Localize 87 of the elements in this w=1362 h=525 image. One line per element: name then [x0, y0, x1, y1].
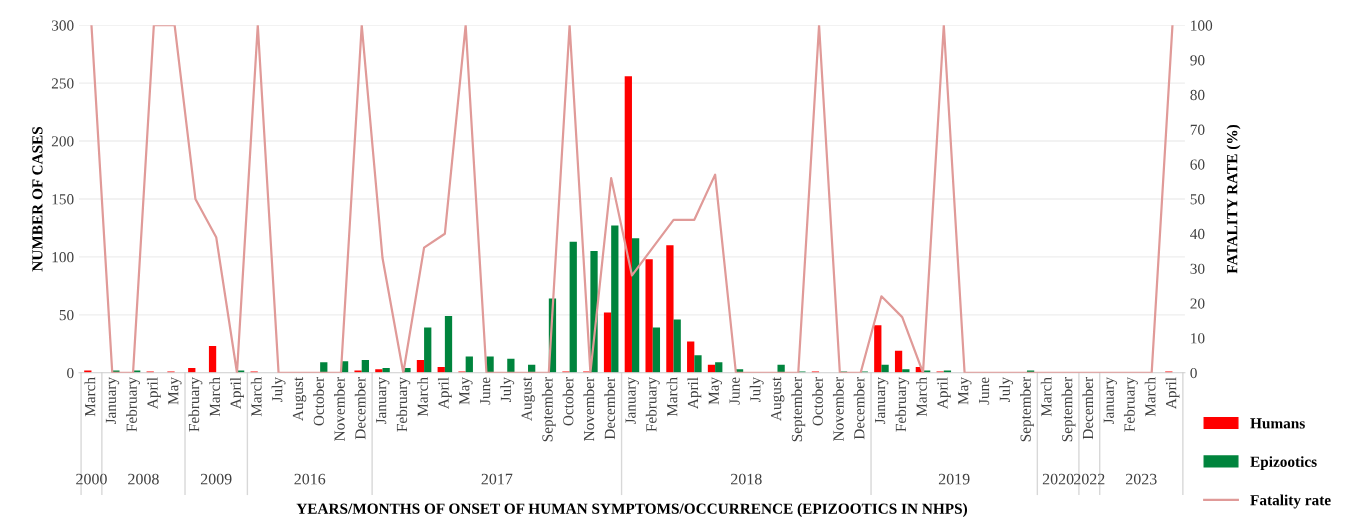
x-tick-label: August: [771, 377, 785, 421]
y-tick-label: 100: [52, 252, 74, 263]
x-tick-label: February: [645, 376, 660, 432]
x-tick-label: May: [459, 376, 473, 405]
legend-label: Humans: [1250, 418, 1305, 429]
x-tick-label: July: [271, 376, 286, 403]
y-tick-label: 0: [67, 367, 74, 379]
x-tick-label: February: [396, 376, 411, 432]
y2-tick-label: 60: [1190, 159, 1205, 170]
x-tick-label: January: [625, 376, 639, 425]
y2-tick-label: 90: [1190, 55, 1205, 66]
x-tick-label: June: [480, 377, 491, 405]
legend-label: Fatality rate: [1250, 494, 1331, 509]
y2-tick-label: 100: [1191, 20, 1213, 31]
x-tick-label: January: [105, 376, 120, 425]
x-tick-label: October: [812, 377, 823, 426]
x-tick-label: September: [1061, 377, 1076, 442]
x-tick-label: December: [604, 377, 615, 440]
x-tick-label: September: [791, 377, 806, 442]
y2-tick-label: 20: [1190, 298, 1205, 309]
x-tick-label: July: [999, 376, 1014, 403]
x-tick-label: August: [292, 377, 307, 421]
x-tick-label: April: [936, 377, 951, 410]
x-tick-label: September: [541, 377, 556, 442]
text: 2023: [1126, 473, 1157, 485]
x-tick-label: February: [126, 376, 140, 432]
y2-tick-label: 70: [1190, 124, 1205, 135]
y2-tick-label: 40: [1190, 228, 1205, 240]
y-tick-label: 300: [51, 20, 74, 31]
x-tick-label: March: [417, 377, 428, 417]
text: 2022: [1074, 473, 1105, 485]
text: 2000: [76, 473, 107, 485]
y-tick-label: 50: [59, 309, 74, 321]
y2-tick-label: 50: [1190, 194, 1205, 205]
x-tick-label: May: [958, 376, 972, 405]
text: 2018: [731, 473, 762, 485]
x-tick-label: September: [1020, 377, 1034, 442]
y-axis-title: NUMBER OF CASES: [32, 126, 43, 272]
x-tick-label: March: [1040, 377, 1052, 417]
y-tick-label: 250: [51, 78, 74, 89]
x-tick-label: January: [1103, 376, 1118, 425]
text: 2009: [200, 473, 232, 485]
x-tick-label: March: [1144, 377, 1156, 417]
y-tick-label: 200: [51, 136, 74, 147]
x-tick-label: June: [729, 377, 740, 405]
text: 2008: [128, 473, 159, 485]
x-tick-label: April: [687, 377, 702, 410]
x-tick-label: December: [853, 377, 865, 440]
x-tick-label: November: [334, 377, 345, 441]
x-axis-title: YEARS/MONTHS OF ONSET OF HUMAN SYMPTOMS/OCCURRENCE (EPIZOOTICS IN NHPS): [296, 503, 968, 517]
x-tick-label: March: [250, 377, 262, 417]
y2-axis-title: FATALITY RATE (%): [1226, 124, 1241, 274]
text: 2016: [294, 473, 326, 485]
x-tick-label: May: [708, 376, 723, 405]
x-tick-label: May: [168, 376, 182, 405]
x-tick-label: February: [188, 376, 203, 432]
x-tick-label: October: [313, 377, 324, 426]
x-tick-label: December: [354, 377, 366, 440]
x-tick-label: March: [209, 377, 221, 417]
x-tick-label: February: [1123, 376, 1138, 432]
x-tick-label: December: [1082, 377, 1094, 440]
x-tick-label: March: [84, 377, 96, 417]
x-tick-label: April: [437, 377, 452, 410]
x-tick-label: April: [230, 377, 244, 410]
text: 2017: [481, 473, 513, 485]
y-tick-label: 150: [52, 194, 74, 205]
y2-tick-label: 10: [1191, 333, 1205, 344]
y2-tick-label: 0: [1190, 367, 1197, 379]
x-tick-label: January: [875, 376, 889, 425]
x-tick-label: March: [666, 377, 678, 417]
x-tick-label: August: [521, 377, 535, 421]
x-tick-label: July: [500, 376, 515, 403]
x-tick-label: April: [1165, 377, 1180, 410]
x-tick-label: February: [895, 376, 910, 432]
x-tick-label: July: [749, 376, 764, 403]
text: 2019: [938, 473, 970, 485]
x-tick-label: January: [376, 376, 390, 425]
x-tick-label: November: [583, 377, 595, 441]
y2-tick-label: 80: [1190, 89, 1205, 101]
legend-label: Epizootics: [1250, 456, 1317, 471]
text: 2020: [1042, 473, 1074, 485]
x-tick-label: April: [146, 377, 161, 410]
x-tick-label: October: [562, 377, 574, 426]
x-tick-label: June: [979, 377, 990, 405]
x-tick-label: March: [916, 377, 927, 417]
x-tick-label: November: [832, 377, 844, 441]
y2-tick-label: 30: [1190, 263, 1205, 274]
